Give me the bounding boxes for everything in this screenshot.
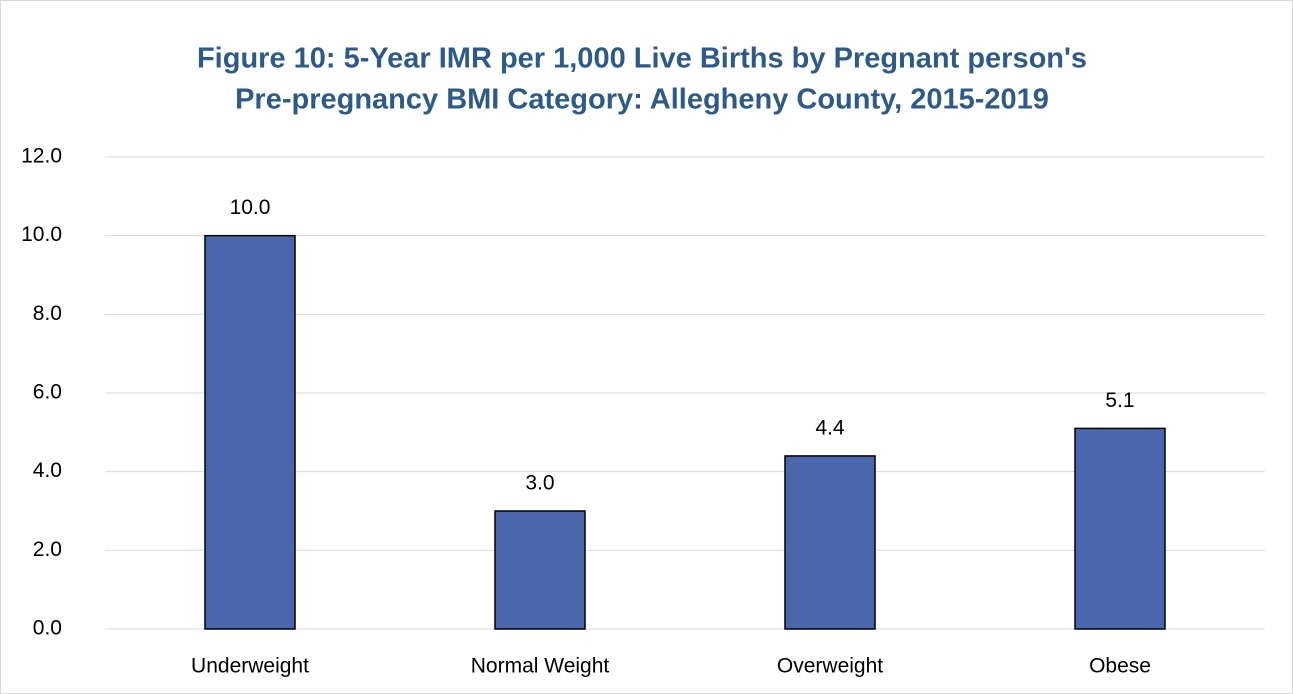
x-tick-label: Underweight [191, 655, 309, 678]
y-tick-label: 4.0 [33, 459, 62, 482]
y-tick-label: 10.0 [21, 223, 62, 246]
bar [1074, 427, 1166, 630]
y-tick-label: 6.0 [33, 381, 62, 404]
y-tick-label: 12.0 [21, 145, 62, 168]
bar [784, 455, 876, 630]
chart-title: Figure 10: 5-Year IMR per 1,000 Live Bir… [197, 43, 1087, 75]
data-label: 4.4 [815, 416, 845, 439]
y-tick-label: 8.0 [33, 302, 62, 325]
chart-title: Pre-pregnancy BMI Category: Allegheny Co… [235, 84, 1049, 116]
y-tick-label: 2.0 [33, 538, 62, 561]
x-tick-label: Overweight [777, 655, 883, 678]
y-tick-label: 0.0 [33, 617, 62, 640]
data-label: 10.0 [230, 196, 271, 219]
x-tick-label: Obese [1089, 655, 1151, 678]
x-tick-label: Normal Weight [471, 655, 610, 678]
data-label: 5.1 [1105, 389, 1134, 412]
bar [494, 510, 586, 630]
data-label: 3.0 [525, 472, 554, 495]
bar [204, 234, 296, 630]
